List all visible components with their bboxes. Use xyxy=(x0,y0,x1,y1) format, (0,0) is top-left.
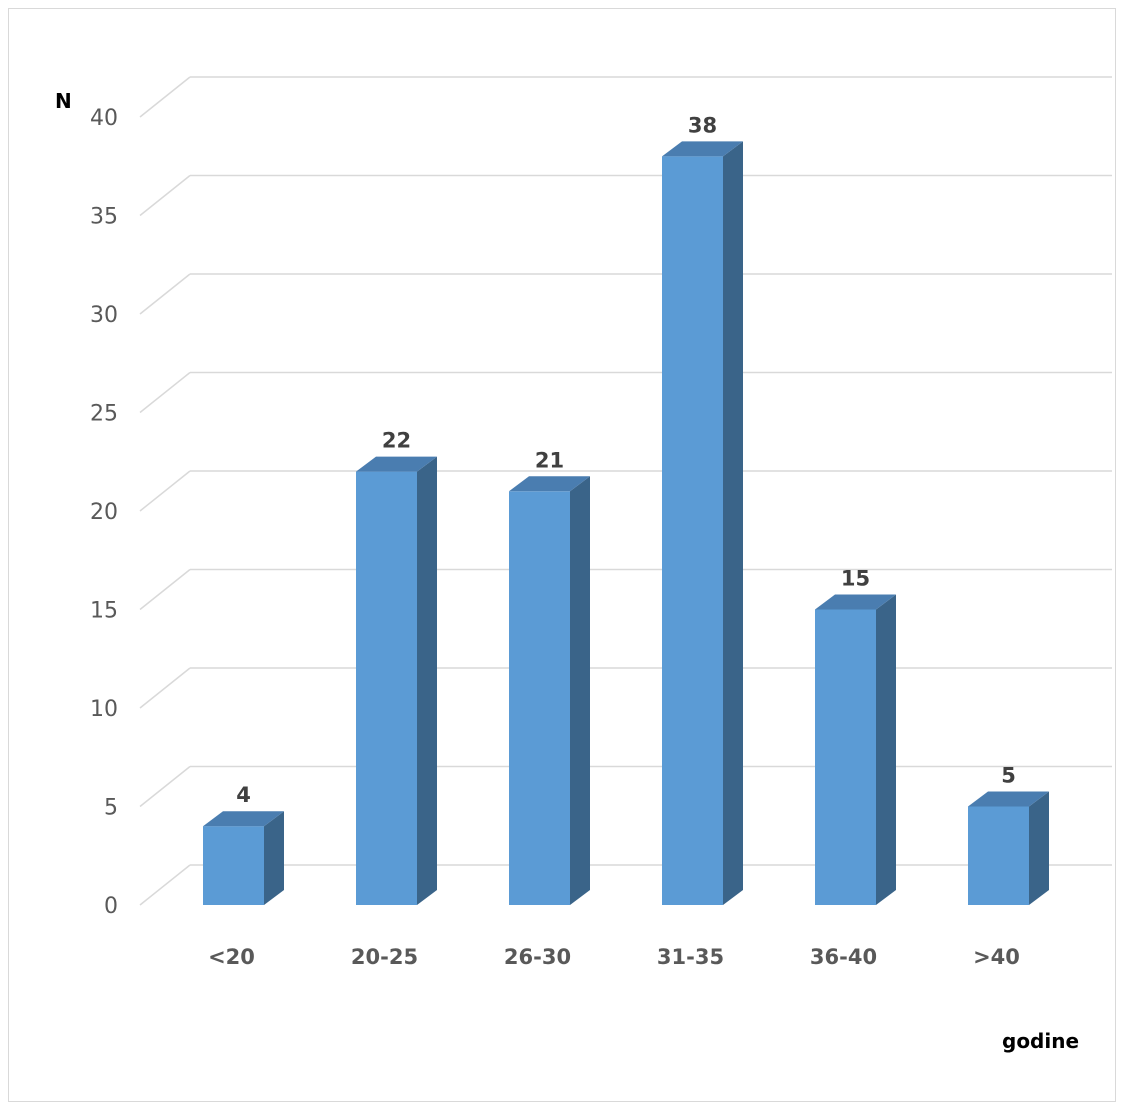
y-tick-label: 0 xyxy=(104,894,118,919)
gridline-depth xyxy=(139,864,191,906)
gridlines xyxy=(139,76,1112,906)
bar-top xyxy=(203,811,284,827)
data-labels: 4 22 21 38 15 5 xyxy=(236,113,1016,807)
bar xyxy=(662,141,743,905)
bar-front xyxy=(356,471,417,905)
y-tick-label: 5 xyxy=(104,796,118,821)
gridline-depth xyxy=(139,470,191,512)
y-tick-label: 40 xyxy=(90,106,118,131)
bar-front xyxy=(662,156,723,905)
bar xyxy=(509,476,590,905)
bar-front xyxy=(968,806,1029,905)
y-tick-label: 35 xyxy=(90,205,118,230)
bar xyxy=(356,456,437,905)
bar-top xyxy=(356,456,437,472)
gridline-depth xyxy=(139,174,191,217)
data-label: 21 xyxy=(535,448,564,472)
bar-front xyxy=(203,826,264,905)
bar-top xyxy=(509,476,590,492)
bar-top xyxy=(662,141,743,157)
bar-top xyxy=(815,594,896,610)
x-tick-label: 31-35 xyxy=(657,945,724,969)
gridline-depth xyxy=(139,273,191,315)
bar-side xyxy=(264,811,284,905)
x-tick-label: 20-25 xyxy=(351,945,418,969)
data-label: 5 xyxy=(1001,764,1016,788)
x-axis-label: godine xyxy=(1002,1029,1079,1053)
y-tick-label: 25 xyxy=(90,402,118,427)
y-axis-ticks: 0 5 10 15 20 25 30 35 40 xyxy=(90,106,118,919)
y-tick-label: 15 xyxy=(90,599,118,624)
y-tick-label: 30 xyxy=(90,303,118,328)
bar-side xyxy=(1029,791,1049,905)
gridline-depth xyxy=(139,371,191,414)
data-label: 4 xyxy=(236,783,251,807)
x-tick-label: <20 xyxy=(208,945,255,969)
bar-side xyxy=(876,594,896,905)
x-tick-label: 36-40 xyxy=(810,945,877,969)
bar xyxy=(968,791,1049,905)
y-tick-label: 20 xyxy=(90,500,118,525)
y-axis-label: N xyxy=(55,89,72,113)
gridline-depth xyxy=(139,765,191,808)
data-label: 15 xyxy=(841,567,870,591)
bar-front xyxy=(509,491,570,905)
data-label: 22 xyxy=(382,429,411,453)
gridline-depth xyxy=(139,568,191,611)
bar-side xyxy=(723,141,743,905)
bar-side xyxy=(417,456,437,905)
bars xyxy=(203,141,1049,905)
gridline-depth xyxy=(139,76,191,118)
x-tick-label: >40 xyxy=(973,945,1020,969)
bar-top xyxy=(968,791,1049,807)
bar xyxy=(203,811,284,905)
y-tick-label: 10 xyxy=(90,697,118,722)
bar-front xyxy=(815,609,876,905)
x-tick-label: 26-30 xyxy=(504,945,571,969)
gridline-depth xyxy=(139,667,191,709)
x-axis-ticks: <20 20-25 26-30 31-35 36-40 >40 xyxy=(208,945,1020,969)
bar-side xyxy=(570,476,590,905)
data-label: 38 xyxy=(688,113,717,137)
bar xyxy=(815,594,896,905)
